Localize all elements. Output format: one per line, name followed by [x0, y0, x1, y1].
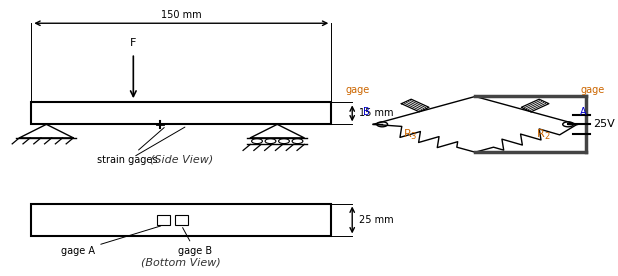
Text: (Side View): (Side View): [150, 155, 213, 165]
Text: gage: gage: [346, 85, 370, 95]
Text: R: R: [537, 129, 545, 139]
Bar: [157, 215, 170, 225]
Text: A: A: [580, 107, 586, 117]
Text: 25V: 25V: [593, 119, 615, 129]
Text: 25 mm: 25 mm: [360, 215, 394, 225]
Bar: [32, 102, 331, 124]
Text: B: B: [363, 107, 370, 117]
Text: gage: gage: [580, 85, 604, 95]
Bar: [175, 215, 188, 225]
Text: 2: 2: [544, 132, 550, 141]
Text: (Bottom View): (Bottom View): [142, 257, 221, 267]
Text: 3: 3: [411, 132, 416, 141]
Text: gage A: gage A: [61, 226, 161, 256]
Text: strain gages: strain gages: [98, 128, 164, 164]
Text: 15 mm: 15 mm: [360, 108, 394, 118]
Bar: [32, 204, 331, 236]
Text: F: F: [130, 38, 137, 48]
Text: gage B: gage B: [179, 228, 213, 256]
Text: R: R: [404, 129, 411, 139]
Text: 150 mm: 150 mm: [161, 10, 201, 20]
